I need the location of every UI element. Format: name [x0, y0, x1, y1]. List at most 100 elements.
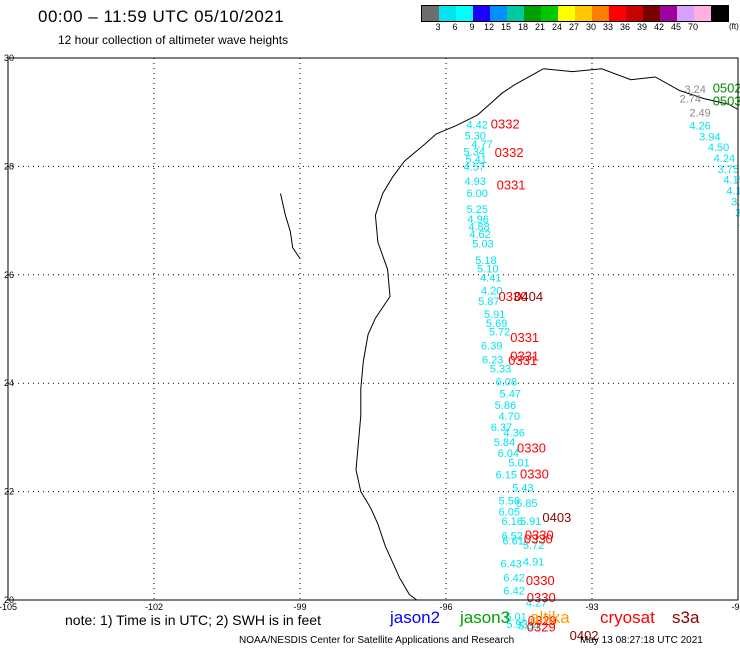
wave-height-label: 4.77	[471, 139, 492, 151]
legend-swatch	[456, 6, 473, 21]
wave-height-label: 5.91	[484, 309, 505, 321]
lon-tick-label: -90	[731, 602, 740, 612]
pass-time-label: 0330	[520, 467, 549, 482]
legend-swatch	[609, 6, 626, 21]
wave-height-label: 4.96	[467, 214, 488, 226]
legend-swatch	[677, 6, 694, 21]
wave-height-label: 5.41	[465, 154, 486, 166]
wave-height-label: 4.17	[726, 186, 740, 198]
legend-swatch	[439, 6, 456, 21]
wave-height-label: 6.42	[503, 573, 524, 585]
pass-time-label: 0402	[570, 628, 599, 643]
legend-tick-label: 30	[585, 22, 597, 32]
wave-height-label: 4.62	[469, 229, 490, 241]
satellite-legend-item: s3a	[672, 608, 700, 627]
legend-swatch	[626, 6, 643, 21]
credit-line: NOAA/NESDIS Center for Satellite Applica…	[239, 635, 515, 646]
wave-height-label: 6.05	[499, 506, 520, 518]
pass-time-label: 0330	[517, 441, 546, 456]
wave-height-label: 5.34	[464, 147, 485, 159]
inland-lake-outline	[280, 193, 301, 259]
legend-tick-label: 15	[500, 22, 512, 32]
wave-height-label: 5.18	[475, 255, 496, 267]
pass-time-label: 0403	[542, 510, 571, 525]
pass-time-label: 0404	[514, 289, 543, 304]
pass-time-label: 0332	[495, 145, 524, 160]
pass-time-label: 0331	[510, 348, 539, 363]
wave-height-label: 5.69	[486, 318, 507, 330]
wave-height-label: 5.91	[520, 516, 541, 528]
legend-swatch	[558, 6, 575, 21]
wave-height-label: 6.16	[501, 516, 522, 528]
pass-time-label: 0331	[510, 330, 539, 345]
wave-height-label: 5.01	[508, 458, 529, 470]
wave-height-labels: 3.242.74 2.494.263.944.504.243.754.154.17…	[464, 84, 740, 632]
wave-height-label: 5.84	[494, 437, 515, 449]
wave-height-label: 2.74	[680, 93, 701, 105]
legend-swatch	[592, 6, 609, 21]
wave-height-label: 5.87	[478, 296, 499, 308]
wave-height-label: 3.75	[718, 164, 739, 176]
chart-title: 00:00 – 11:59 UTC 05/10/2021	[38, 7, 285, 26]
wave-height-label: 5.47	[500, 388, 521, 400]
color-legend-unit: (ft)	[729, 22, 739, 31]
legend-tick-label: 24	[551, 22, 563, 32]
lon-tick-label: -105	[0, 602, 17, 612]
legend-tick-label: 12	[483, 22, 495, 32]
legend-tick-label: 39	[636, 22, 648, 32]
wave-height-label: 5.86	[495, 400, 516, 412]
legend-swatch	[711, 6, 728, 21]
legend-tick-label: 27	[568, 22, 580, 32]
wave-height-label: 6.52	[501, 530, 522, 542]
wave-height-label: 5.43	[512, 483, 533, 495]
legend-tick-label: 33	[602, 22, 614, 32]
legend-swatch	[473, 6, 490, 21]
coastline-north	[543, 68, 739, 110]
pass-time-label: 0329	[527, 619, 556, 634]
lat-tick-label: 26	[4, 270, 14, 280]
pass-time-label: 0329	[528, 613, 557, 628]
legend-tick-label: 18	[517, 22, 529, 32]
wave-height-label: 6.42	[503, 586, 524, 598]
lat-lon-grid	[8, 58, 738, 600]
footer-note: note: 1) Time is in UTC; 2) SWH is in fe…	[65, 612, 321, 628]
wave-height-label: 3.31	[731, 196, 740, 208]
legend-tick-label: 42	[653, 22, 665, 32]
pass-time-label: 0330	[499, 289, 528, 304]
wave-height-label: 5.72	[489, 327, 510, 339]
wave-height-label: 4.57	[464, 162, 485, 174]
wave-height-label: 6.37	[491, 422, 512, 434]
wave-height-label: 4.91	[523, 556, 544, 568]
pass-time-label: 0330	[524, 532, 553, 547]
legend-swatch	[660, 6, 677, 21]
satellite-legend-item: jason3	[460, 608, 511, 627]
legend-swatch	[575, 6, 592, 21]
pass-time-label: 0330	[525, 527, 554, 542]
lon-tick-label: -102	[145, 602, 163, 612]
lat-tick-label: 22	[4, 487, 14, 497]
wave-height-label: 4.24	[714, 153, 735, 165]
pass-time-label: 0330	[527, 590, 556, 605]
coastline-west	[355, 68, 544, 601]
wave-height-label: 5.72	[523, 540, 544, 552]
generated-timestamp: May 13 08:27:18 UTC 2021	[580, 635, 703, 646]
wave-height-label: 6.15	[496, 470, 517, 482]
wave-height-label: 6.04	[498, 448, 519, 460]
lon-tick-label: -96	[439, 602, 452, 612]
wave-height-label: 6.23	[482, 355, 503, 367]
wave-height-label: 4.88	[468, 221, 489, 233]
wave-height-label: 6.01	[505, 612, 526, 624]
wave-height-label: 6.43	[501, 558, 522, 570]
wave-height-label: 5.56	[499, 496, 520, 508]
wave-height-label: 4.27	[526, 598, 547, 610]
wave-height-label: 4.50	[708, 142, 729, 154]
wave-height-label: 3.24	[684, 84, 705, 96]
wave-height-label: 4.26	[689, 121, 710, 133]
legend-swatch	[507, 6, 524, 21]
legend-tick-label: 36	[619, 22, 631, 32]
color-legend-bar	[421, 5, 729, 22]
wave-height-label: 2.49	[689, 108, 710, 120]
pass-time-label: 0503	[713, 94, 740, 109]
legend-swatch	[524, 6, 541, 21]
